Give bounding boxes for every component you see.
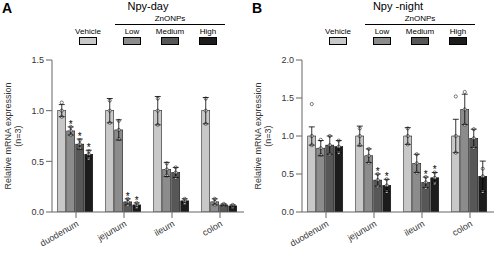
svg-text:1.0: 1.0 xyxy=(281,131,294,141)
html-text:A: A xyxy=(2,0,13,16)
svg-text:2.0: 2.0 xyxy=(281,55,294,65)
svg-text:0.0: 0.0 xyxy=(31,207,44,217)
svg-text:jejunum: jejunum xyxy=(95,219,128,244)
html-text:Vehicle: Vehicle xyxy=(325,27,351,36)
html-text:Medium: Medium xyxy=(155,27,185,36)
html-text:Vehicle: Vehicle xyxy=(75,27,101,36)
svg-text:0.0: 0.0 xyxy=(281,207,294,217)
html-text:Npy-day: Npy-day xyxy=(127,0,169,12)
svg-text:colon: colon xyxy=(451,219,475,238)
svg-text:Relative mRNA expression(n=3): Relative mRNA expression(n=3) xyxy=(253,82,273,189)
svg-text:ileum: ileum xyxy=(403,219,427,238)
svg-text:ileum: ileum xyxy=(153,219,177,238)
html-text:Low: Low xyxy=(374,27,390,36)
svg-text:Relative mRNA expression(n=3): Relative mRNA expression(n=3) xyxy=(8,82,23,189)
html-text:ZnONPs: ZnONPs xyxy=(154,14,186,23)
html-text:High: High xyxy=(199,27,217,36)
svg-text:1.0: 1.0 xyxy=(31,106,44,116)
html-text:Npy -night: Npy -night xyxy=(372,0,424,12)
svg-text:0.5: 0.5 xyxy=(31,157,44,167)
svg-text:colon: colon xyxy=(201,219,225,238)
html-text:High: High xyxy=(449,27,467,36)
html-text:ZnONPs: ZnONPs xyxy=(404,14,436,23)
svg-text:1.5: 1.5 xyxy=(31,55,44,65)
svg-text:jejunum: jejunum xyxy=(345,219,378,244)
html-text:Medium: Medium xyxy=(405,27,435,36)
html-text:B: B xyxy=(252,0,263,16)
svg-text:duodenum: duodenum xyxy=(288,219,330,249)
svg-text:0.5: 0.5 xyxy=(281,169,294,179)
html-text:Low: Low xyxy=(124,27,140,36)
svg-text:1.5: 1.5 xyxy=(281,93,294,103)
svg-text:duodenum: duodenum xyxy=(38,219,80,249)
